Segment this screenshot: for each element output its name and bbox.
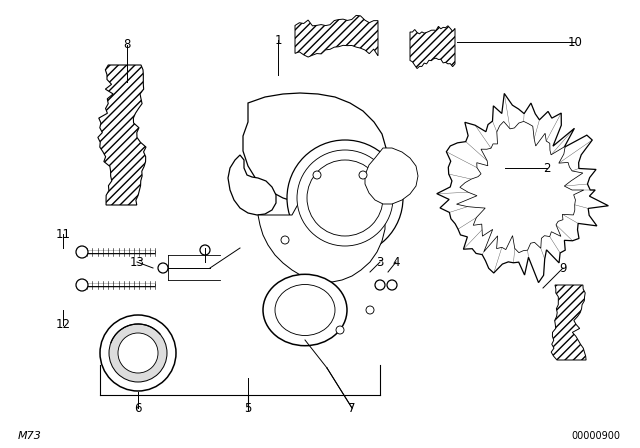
Circle shape: [297, 150, 393, 246]
Circle shape: [287, 140, 403, 256]
Polygon shape: [295, 15, 378, 57]
Text: 12: 12: [56, 319, 70, 332]
Polygon shape: [258, 182, 385, 282]
Circle shape: [366, 306, 374, 314]
Polygon shape: [437, 94, 609, 283]
Ellipse shape: [275, 284, 335, 336]
Text: 00000900: 00000900: [571, 431, 620, 441]
Circle shape: [336, 326, 344, 334]
Ellipse shape: [263, 274, 347, 346]
Circle shape: [359, 171, 367, 179]
Text: 1: 1: [275, 34, 282, 47]
Circle shape: [375, 280, 385, 290]
Circle shape: [200, 245, 210, 255]
Circle shape: [109, 324, 167, 382]
Text: 6: 6: [134, 401, 141, 414]
Polygon shape: [98, 65, 146, 205]
Circle shape: [76, 246, 88, 258]
Text: 2: 2: [543, 161, 551, 175]
Circle shape: [100, 315, 176, 391]
Text: 3: 3: [376, 255, 384, 268]
Text: 5: 5: [244, 401, 252, 414]
Circle shape: [118, 333, 158, 373]
Circle shape: [313, 171, 321, 179]
Polygon shape: [456, 121, 584, 253]
Text: 4: 4: [392, 255, 400, 268]
Text: 11: 11: [56, 228, 70, 241]
Polygon shape: [243, 93, 386, 205]
Polygon shape: [551, 285, 586, 360]
Circle shape: [281, 236, 289, 244]
Polygon shape: [365, 148, 418, 204]
Text: 13: 13: [129, 255, 145, 268]
Text: M73: M73: [18, 431, 42, 441]
Text: 10: 10: [568, 35, 582, 48]
Text: 8: 8: [124, 39, 131, 52]
Circle shape: [307, 160, 383, 236]
Circle shape: [158, 263, 168, 273]
Polygon shape: [228, 155, 276, 215]
Text: 9: 9: [559, 262, 567, 275]
Text: 7: 7: [348, 401, 356, 414]
Polygon shape: [410, 26, 455, 69]
Circle shape: [387, 280, 397, 290]
Circle shape: [76, 279, 88, 291]
